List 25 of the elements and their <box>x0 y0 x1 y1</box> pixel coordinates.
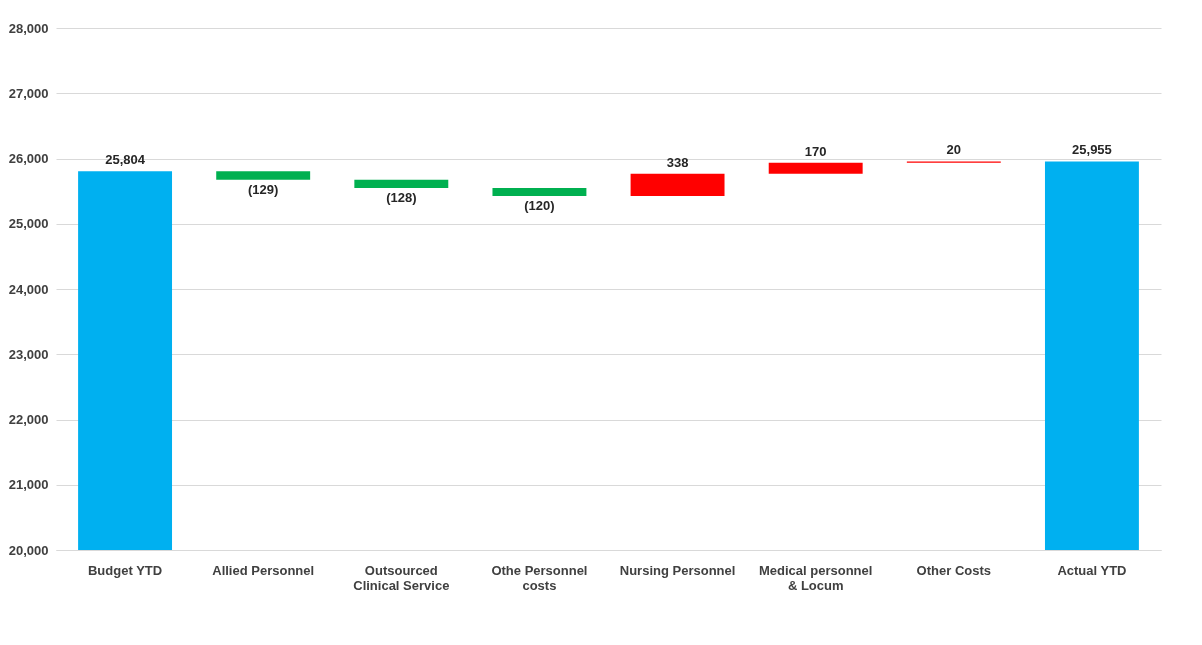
x-tick-label: Allied Personnel <box>212 562 315 578</box>
y-tick-label: 28,000 <box>8 20 49 36</box>
y-tick-label: 27,000 <box>8 85 49 101</box>
data-label: 20 <box>946 142 962 158</box>
x-tick-label: Other Costs <box>916 562 992 578</box>
y-tick-label: 22,000 <box>8 412 49 427</box>
data-label: (128) <box>386 190 417 206</box>
data-label: 25,955 <box>1072 142 1112 158</box>
x-tick-label: Outsourced Clinical Service <box>353 562 450 593</box>
data-label: 338 <box>666 154 689 170</box>
x-tick-label: Othe Personnel costs <box>491 562 588 593</box>
y-tick-label: 21,000 <box>8 477 49 493</box>
y-tick-label: 23,000 <box>8 346 49 362</box>
x-tick-label: Nursing Personnel <box>619 562 736 578</box>
data-label: (120) <box>524 197 555 213</box>
y-tick-label: 20,000 <box>8 542 49 558</box>
x-tick-label: Actual YTD <box>1057 562 1127 578</box>
x-tick-label: Medical personnel & Locum <box>758 562 873 593</box>
data-label: 170 <box>804 143 827 159</box>
x-tick-label: Budget YTD <box>87 562 163 578</box>
data-label: (129) <box>248 181 279 197</box>
y-tick-label: 25,000 <box>8 216 49 232</box>
y-tick-label: 24,000 <box>8 281 49 297</box>
y-tick-label: 26,000 <box>8 151 49 166</box>
data-label: 25,804 <box>105 152 146 168</box>
